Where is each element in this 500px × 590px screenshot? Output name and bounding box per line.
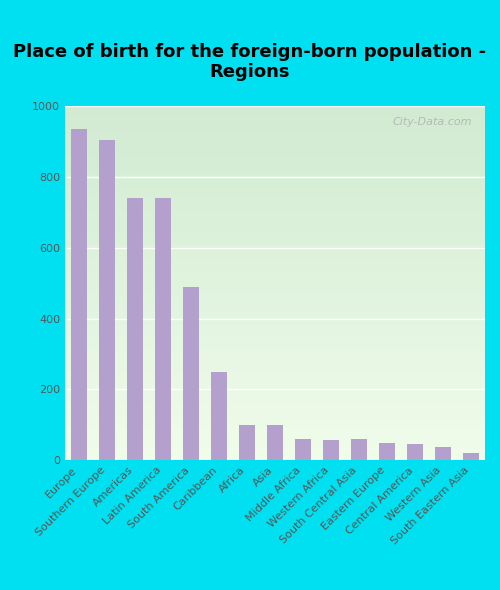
Bar — [434, 447, 452, 460]
Bar — [182, 287, 200, 460]
Bar — [406, 444, 424, 460]
Bar — [126, 198, 144, 460]
Bar — [350, 439, 368, 460]
Text: Place of birth for the foreign-born population -
Regions: Place of birth for the foreign-born popu… — [14, 42, 486, 81]
Bar — [378, 443, 396, 460]
Bar — [98, 140, 116, 460]
Bar — [462, 453, 479, 460]
Bar — [294, 439, 312, 460]
Text: City-Data.com: City-Data.com — [393, 117, 472, 127]
Bar — [266, 425, 283, 460]
Bar — [154, 198, 172, 460]
Bar — [210, 372, 228, 460]
Bar — [322, 440, 340, 460]
Bar — [238, 425, 256, 460]
Bar — [70, 129, 88, 460]
